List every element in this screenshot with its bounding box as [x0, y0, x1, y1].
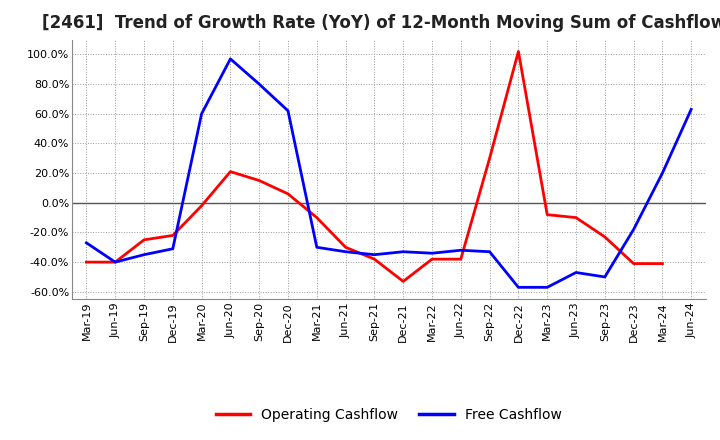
Free Cashflow [543, 285, 552, 290]
Operating Cashflow [629, 261, 638, 266]
Free Cashflow [514, 285, 523, 290]
Operating Cashflow [140, 237, 148, 242]
Operating Cashflow [514, 49, 523, 54]
Operating Cashflow [456, 257, 465, 262]
Line: Free Cashflow: Free Cashflow [86, 59, 691, 287]
Operating Cashflow [600, 234, 609, 239]
Free Cashflow [168, 246, 177, 251]
Free Cashflow [312, 245, 321, 250]
Free Cashflow [600, 274, 609, 279]
Free Cashflow [456, 248, 465, 253]
Free Cashflow [629, 227, 638, 232]
Operating Cashflow [428, 257, 436, 262]
Operating Cashflow [82, 260, 91, 265]
Operating Cashflow [111, 260, 120, 265]
Operating Cashflow [197, 203, 206, 209]
Free Cashflow [341, 249, 350, 254]
Operating Cashflow [168, 233, 177, 238]
Free Cashflow [428, 250, 436, 256]
Free Cashflow [197, 111, 206, 117]
Free Cashflow [572, 270, 580, 275]
Free Cashflow [226, 56, 235, 62]
Legend: Operating Cashflow, Free Cashflow: Operating Cashflow, Free Cashflow [210, 402, 567, 427]
Operating Cashflow [312, 215, 321, 220]
Operating Cashflow [572, 215, 580, 220]
Free Cashflow [658, 170, 667, 176]
Free Cashflow [111, 260, 120, 265]
Operating Cashflow [370, 257, 379, 262]
Free Cashflow [82, 240, 91, 246]
Free Cashflow [255, 81, 264, 87]
Operating Cashflow [341, 245, 350, 250]
Operating Cashflow [399, 279, 408, 284]
Free Cashflow [370, 252, 379, 257]
Operating Cashflow [226, 169, 235, 174]
Free Cashflow [687, 106, 696, 112]
Operating Cashflow [255, 178, 264, 183]
Operating Cashflow [658, 261, 667, 266]
Free Cashflow [485, 249, 494, 254]
Free Cashflow [399, 249, 408, 254]
Title: [2461]  Trend of Growth Rate (YoY) of 12-Month Moving Sum of Cashflows: [2461] Trend of Growth Rate (YoY) of 12-… [42, 15, 720, 33]
Free Cashflow [140, 252, 148, 257]
Operating Cashflow [284, 191, 292, 197]
Operating Cashflow [485, 156, 494, 161]
Line: Operating Cashflow: Operating Cashflow [86, 51, 662, 282]
Free Cashflow [284, 108, 292, 114]
Operating Cashflow [543, 212, 552, 217]
